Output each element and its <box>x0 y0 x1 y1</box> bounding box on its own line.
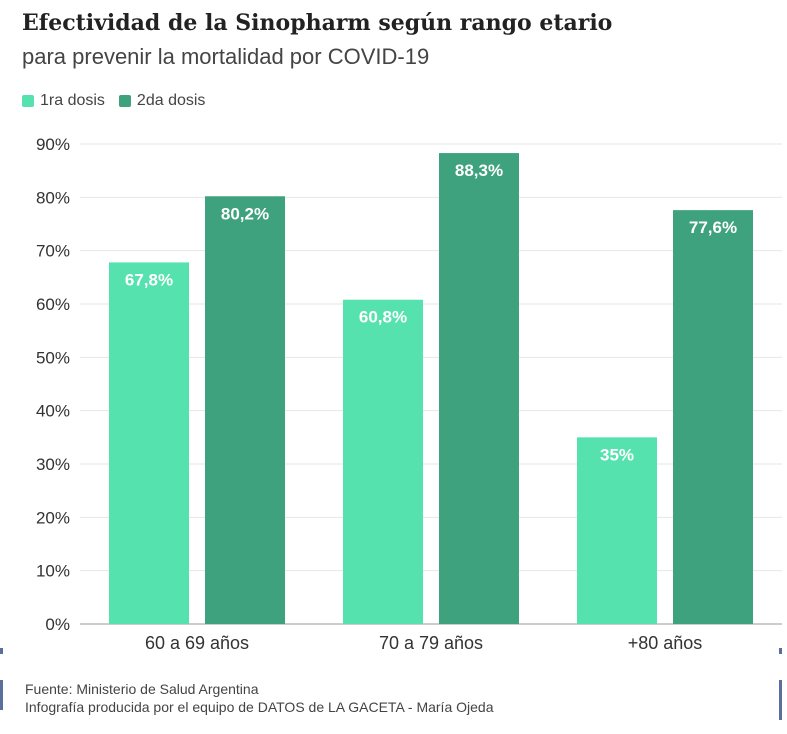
bar <box>109 262 189 624</box>
bar <box>205 196 285 624</box>
legend-swatch-1ra-dosis <box>22 95 34 107</box>
y-tick-label: 60% <box>36 295 70 314</box>
bar-value-label: 77,6% <box>689 218 737 237</box>
edge-mark-right <box>779 648 782 654</box>
x-category-label: +80 años <box>628 633 703 653</box>
chart-subtitle: para prevenir la mortalidad por COVID-19 <box>22 44 430 69</box>
y-tick-label: 30% <box>36 455 70 474</box>
bar-value-label: 88,3% <box>455 161 503 180</box>
y-tick-label: 50% <box>36 348 70 367</box>
y-tick-label: 80% <box>36 188 70 207</box>
edge-mark-right-lower <box>779 680 782 720</box>
chart-title: Efectividad de la Sinopharm según rango … <box>22 10 613 36</box>
legend-swatch-2da-dosis <box>118 95 131 107</box>
legend-label-2da-dosis: 2da dosis <box>136 92 206 109</box>
y-tick-label: 40% <box>36 402 70 421</box>
bar <box>577 437 657 624</box>
y-tick-label: 20% <box>36 508 70 527</box>
bar <box>343 299 423 624</box>
legend-label-1ra-dosis: 1ra dosis <box>40 92 105 109</box>
y-tick-label: 90% <box>36 135 70 154</box>
x-category-label: 70 a 79 años <box>379 633 483 653</box>
y-tick-label: 10% <box>36 562 70 581</box>
bar <box>439 153 519 625</box>
legend-item-1ra-dosis: 1ra dosis <box>22 92 105 110</box>
bar-value-label: 60,8% <box>359 308 407 327</box>
edge-mark-left-lower <box>0 680 3 710</box>
y-tick-label: 0% <box>45 615 70 634</box>
source-note: Fuente: Ministerio de Salud Argentina <box>25 681 259 697</box>
credit-note: Infografía producida por el equipo de DA… <box>25 699 494 715</box>
edge-mark-left <box>0 648 3 654</box>
bar <box>673 210 753 624</box>
bar-value-label: 67,8% <box>125 270 173 289</box>
y-tick-label: 70% <box>36 242 70 261</box>
legend-item-2da-dosis: 2da dosis <box>118 92 206 110</box>
bar-value-label: 80,2% <box>221 204 269 223</box>
bar-value-label: 35% <box>600 445 634 464</box>
legend: 1ra dosis 2da dosis <box>22 92 219 110</box>
x-category-label: 60 a 69 años <box>145 633 249 653</box>
footer: Fuente: Ministerio de Salud Argentina In… <box>25 680 493 716</box>
